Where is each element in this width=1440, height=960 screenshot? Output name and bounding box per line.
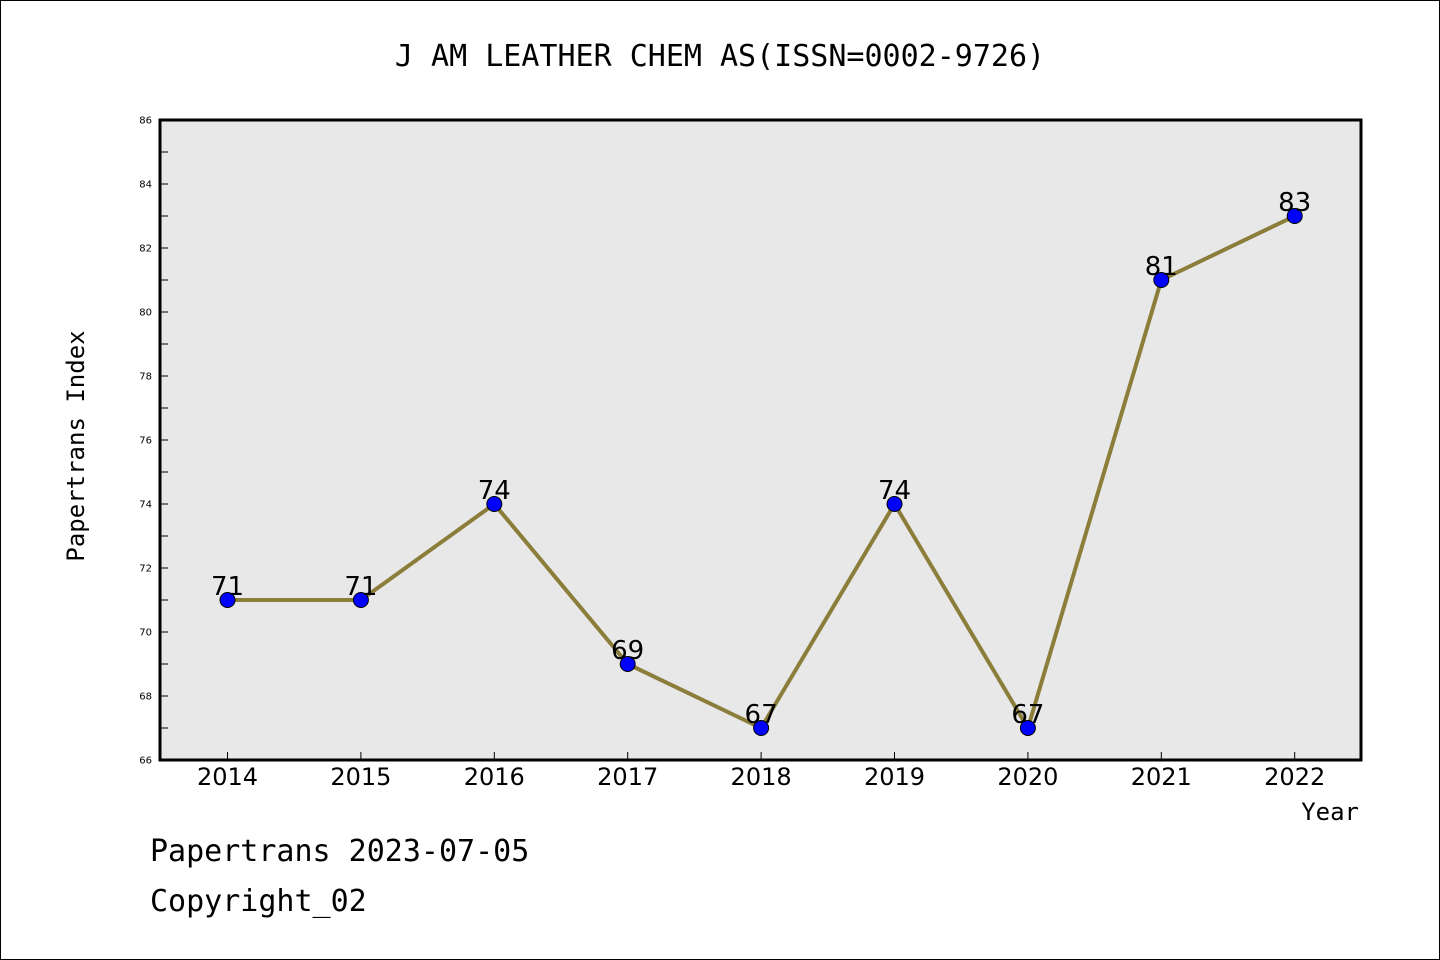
y-tick-label: 66 [139,756,152,767]
data-label: 83 [1278,188,1311,218]
y-tick-label: 68 [139,692,152,703]
y-tick-label: 74 [139,500,152,511]
data-label: 71 [344,572,377,602]
data-point [352,592,369,608]
y-tick-label: 70 [139,628,152,639]
data-label: 71 [211,572,244,602]
series-layer: 71 71 74 69 67 74 67 81 83 [211,188,1311,736]
data-point [753,720,770,736]
footer-copyright: Copyright_02 [150,884,367,919]
y-tick-label: 72 [139,564,152,575]
y-tick-label: 78 [139,372,152,383]
x-axis: 2014 2015 2016 2017 2018 2019 2020 2021 2022 [197,752,1325,791]
data-point [486,496,503,512]
data-point [1153,272,1170,288]
data-label: 81 [1145,252,1178,282]
data-point [886,496,903,512]
data-label: 67 [1011,700,1044,730]
data-label: 69 [611,636,644,666]
x-tick-label: 2018 [731,763,792,791]
x-axis-label: Year [1301,798,1359,826]
data-point [219,592,236,608]
x-tick-label: 2020 [997,763,1058,791]
footer-source: Papertrans 2023-07-05 [150,834,530,869]
plot-area [158,118,1363,762]
chart-title: J AM LEATHER CHEM AS(ISSN=0002-9726) [395,39,1045,74]
y-tick-label: 76 [139,436,152,447]
y-tick-label: 82 [139,244,152,255]
data-label: 74 [878,476,911,506]
data-point [619,656,636,672]
y-axis: 66 68 70 72 74 76 78 80 82 84 86 [139,116,168,767]
data-point [1286,208,1303,224]
x-tick-label: 2014 [197,763,258,791]
x-tick-label: 2015 [330,763,391,791]
y-tick-label: 86 [139,116,152,127]
y-tick-label: 84 [139,180,152,191]
y-axis-label: Papertrans Index [62,330,90,561]
x-tick-label: 2021 [1131,763,1192,791]
data-label: 74 [478,476,511,506]
x-tick-label: 2016 [464,763,525,791]
data-point [1019,720,1036,736]
x-tick-label: 2017 [597,763,658,791]
x-tick-label: 2019 [864,763,925,791]
x-tick-label: 2022 [1264,763,1325,791]
data-label: 67 [745,700,778,730]
y-tick-label: 80 [139,308,152,319]
